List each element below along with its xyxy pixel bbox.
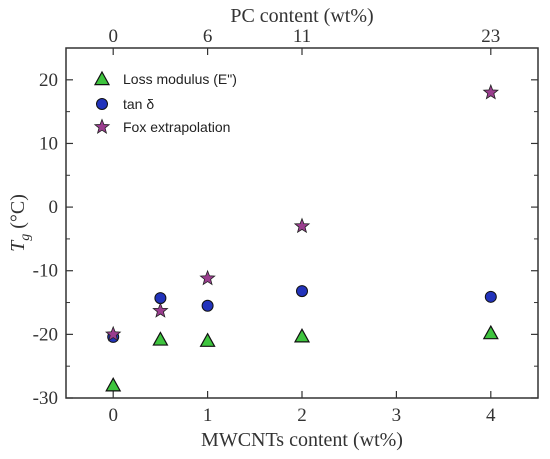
circle-data-point — [154, 292, 167, 305]
y-axis-title-units: (°C) — [7, 194, 29, 234]
triangle-data-point — [152, 331, 169, 346]
legend-triangle-marker — [93, 70, 111, 86]
triangle-data-point — [293, 328, 311, 343]
x-tick-label: 1 — [203, 405, 213, 426]
circle-data-point — [484, 290, 497, 303]
top-axis-title: PC content (wt%) — [230, 5, 373, 27]
y-tick-label: -10 — [33, 261, 58, 282]
x-tick-label: 4 — [486, 405, 496, 426]
star-data-point — [152, 302, 169, 318]
x-tick-label: 3 — [392, 405, 402, 426]
triangle-data-point — [482, 324, 499, 340]
star-data-point — [293, 217, 311, 234]
triangle-data-point — [105, 377, 122, 392]
y-axis-title: Tg (°C) — [7, 194, 33, 252]
y-tick-label: 0 — [49, 197, 59, 218]
y-tick-label: 20 — [39, 70, 58, 91]
star-data-point — [105, 325, 122, 342]
top-tick-label: 23 — [481, 26, 500, 47]
y-tick-label: -20 — [33, 324, 58, 345]
legend: Loss modulus (E") tan δ Fox extrapolation — [93, 70, 237, 135]
legend-label: tan δ — [123, 96, 154, 112]
top-tick-label: 6 — [203, 26, 213, 47]
legend-star-marker — [93, 118, 111, 134]
y-axis-title-sub: g — [18, 234, 33, 241]
legend-label: Loss modulus (E") — [123, 71, 237, 87]
top-tick-label: 0 — [108, 26, 118, 47]
top-tick-label: 11 — [293, 26, 311, 47]
circle-data-point — [296, 285, 308, 298]
data-points — [105, 83, 499, 392]
x-axis-title: MWCNTs content (wt%) — [201, 429, 403, 451]
y-tick-label: 10 — [39, 133, 58, 154]
x-tick-label: 2 — [297, 405, 307, 426]
y-axis-title-main: T — [7, 239, 29, 252]
x-tick-label: 0 — [108, 405, 118, 426]
star-data-point — [199, 269, 216, 286]
triangle-data-point — [199, 332, 216, 347]
legend-circle-marker — [96, 98, 108, 110]
legend-label: Fox extrapolation — [123, 119, 230, 135]
ticks — [66, 48, 538, 399]
circle-data-point — [201, 299, 214, 312]
y-tick-label: -30 — [33, 388, 58, 409]
star-data-point — [482, 83, 499, 100]
